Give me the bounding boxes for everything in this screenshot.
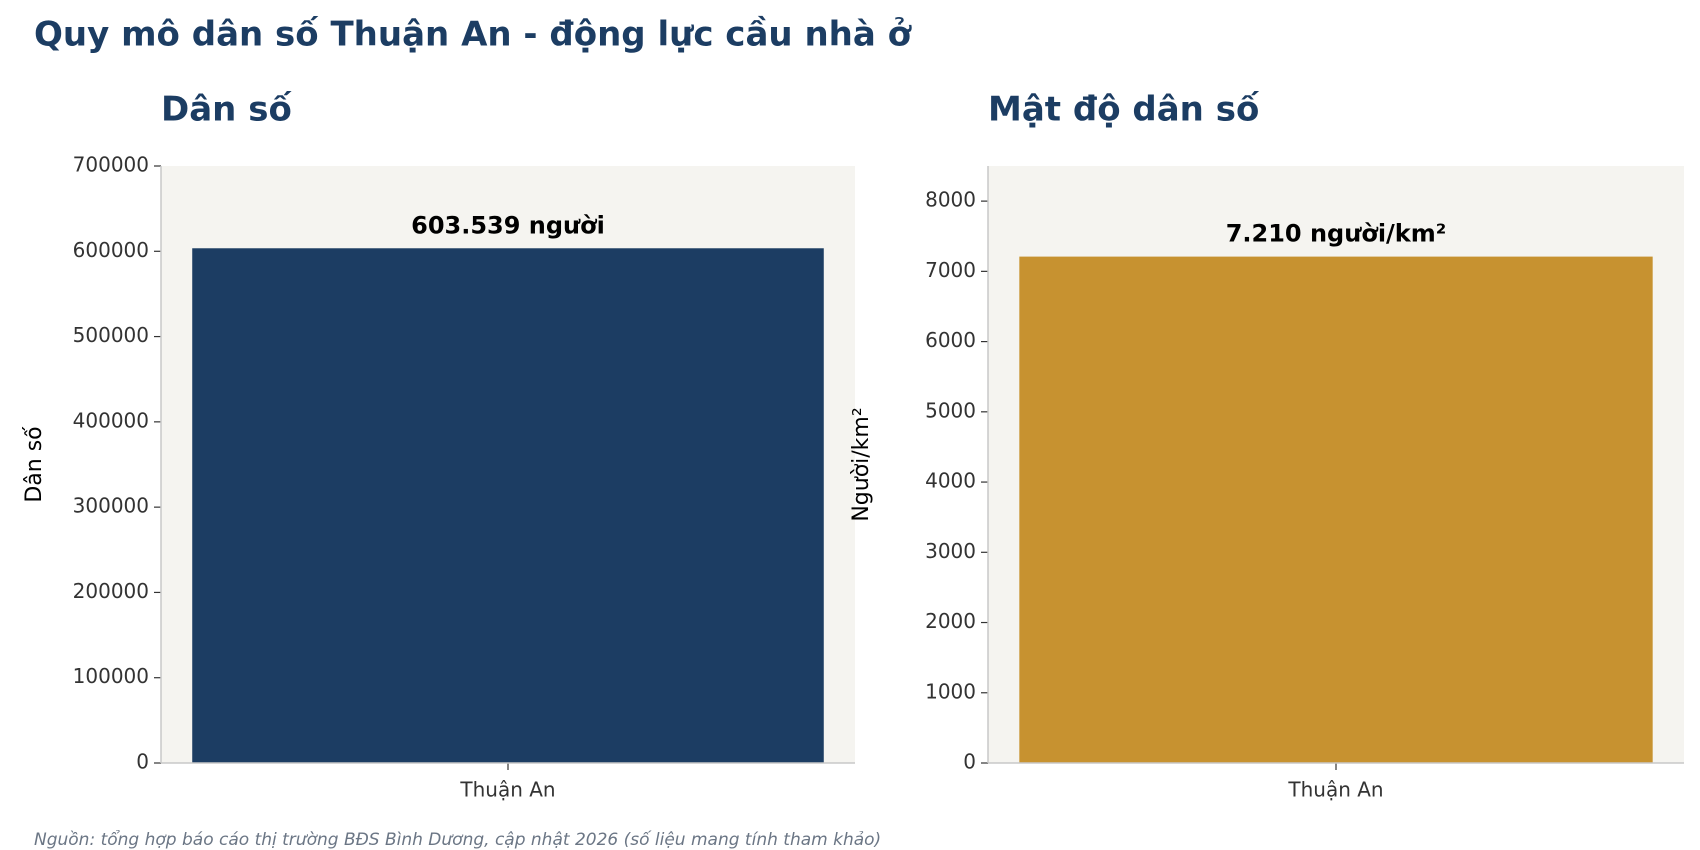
y-tick-label: 400000 (73, 408, 149, 432)
y-tick-label: 4000 (925, 469, 976, 493)
y-tick-label: 500000 (73, 323, 149, 347)
y-tick-label: 700000 (73, 153, 149, 177)
value-label: 7.210 người/km² (1226, 220, 1447, 248)
bar (192, 248, 824, 763)
y-tick-label: 3000 (925, 539, 976, 563)
y-tick-label: 1000 (925, 679, 976, 703)
y-axis-label: Dân số (22, 426, 47, 503)
y-tick-label: 300000 (73, 494, 149, 518)
y-tick-label: 0 (963, 750, 976, 774)
bar (1019, 256, 1653, 763)
value-label: 603.539 người (411, 211, 605, 239)
y-tick-label: 0 (136, 750, 149, 774)
y-axis-label: Người/km² (849, 407, 874, 521)
y-tick-label: 5000 (925, 398, 976, 422)
figure-title: Quy mô dân số Thuận An - động lực cầu nh… (34, 15, 913, 55)
subplot-title: Mật độ dân số (988, 90, 1260, 130)
y-tick-label: 7000 (925, 258, 976, 282)
y-tick-label: 600000 (73, 238, 149, 262)
y-tick-label: 8000 (925, 188, 976, 212)
y-tick-label: 6000 (925, 328, 976, 352)
x-tick-label: Thuận An (459, 778, 555, 802)
source-note: Nguồn: tổng hợp báo cáo thị trường BĐS B… (34, 829, 881, 850)
y-tick-label: 2000 (925, 609, 976, 633)
x-tick-label: Thuận An (1287, 778, 1383, 802)
subplot-title: Dân số (161, 90, 292, 130)
y-tick-label: 100000 (73, 664, 149, 688)
y-tick-label: 200000 (73, 579, 149, 603)
